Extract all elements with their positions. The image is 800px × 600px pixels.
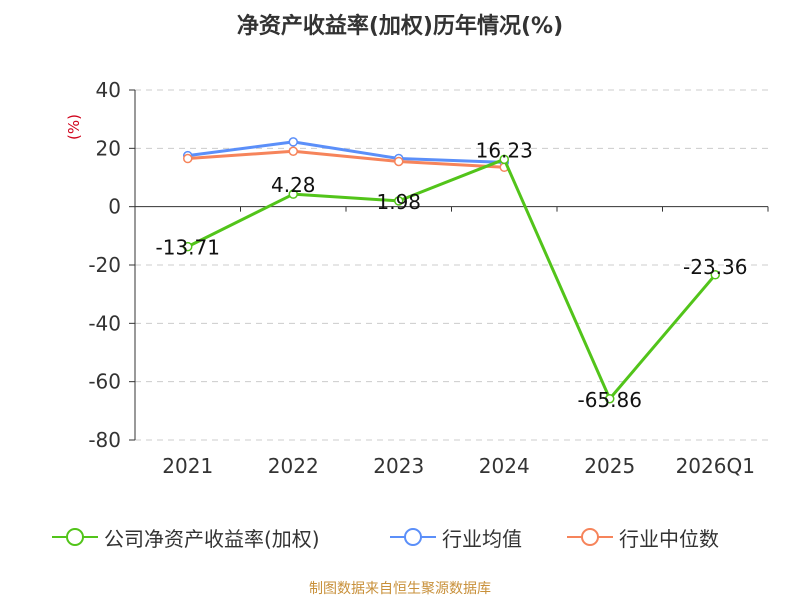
legend-label: 行业均值 [442,526,522,551]
data-label: -23.36 [683,255,747,279]
x-tick-label: 2025 [584,454,635,478]
data-point [288,189,298,199]
data-point [183,241,193,252]
legend-marker-icon [52,528,98,546]
x-tick-label: 2026Q1 [676,454,755,478]
data-point [288,146,298,156]
x-tick-label: 2024 [479,454,530,478]
data-point [394,156,404,167]
data-point [499,154,509,165]
y-tick-label: -80 [88,428,121,452]
legend-marker-icon [390,528,436,546]
data-label: 4.28 [271,173,316,197]
legend-item: 行业中位数 [567,520,719,554]
data-point [183,153,193,164]
data-point [394,196,404,206]
data-point [710,270,720,280]
y-tick-label: 0 [108,195,121,219]
data-label: 16.23 [476,138,533,162]
data-label: 1.98 [376,190,421,214]
source-note: 制图数据来自恒生聚源数据库 [309,581,491,597]
data-label: -13.71 [156,236,220,260]
x-tick-label: 2023 [373,454,424,478]
legend-circle [66,528,84,546]
y-tick-label: 40 [96,78,121,102]
y-tick-label: -20 [88,253,121,277]
legend-item: 行业均值 [390,520,522,554]
y-tick-label: -40 [88,311,121,335]
series-line [187,140,505,164]
legend-circle [404,528,422,546]
legend-marker-icon [567,528,613,546]
chart-title: 净资产收益率(加权)历年情况(%) [236,14,564,39]
y-tick-label: -60 [88,370,121,394]
series-line [187,157,717,401]
series-line [187,149,505,169]
x-tick-label: 2022 [268,454,319,478]
y-axis-label: (%) [65,114,83,140]
data-point [605,394,615,404]
legend: 公司净资产收益率(加权) 行业均值 行业中位数 [0,520,800,554]
x-tick-label: 2021 [162,454,213,478]
data-label: -65.86 [578,388,642,412]
legend-item: 公司净资产收益率(加权) [52,520,320,554]
legend-label: 行业中位数 [619,526,719,551]
y-tick-label: 20 [96,136,121,160]
legend-label: 公司净资产收益率(加权) [104,526,320,551]
legend-circle [581,528,599,546]
data-point [288,137,298,147]
